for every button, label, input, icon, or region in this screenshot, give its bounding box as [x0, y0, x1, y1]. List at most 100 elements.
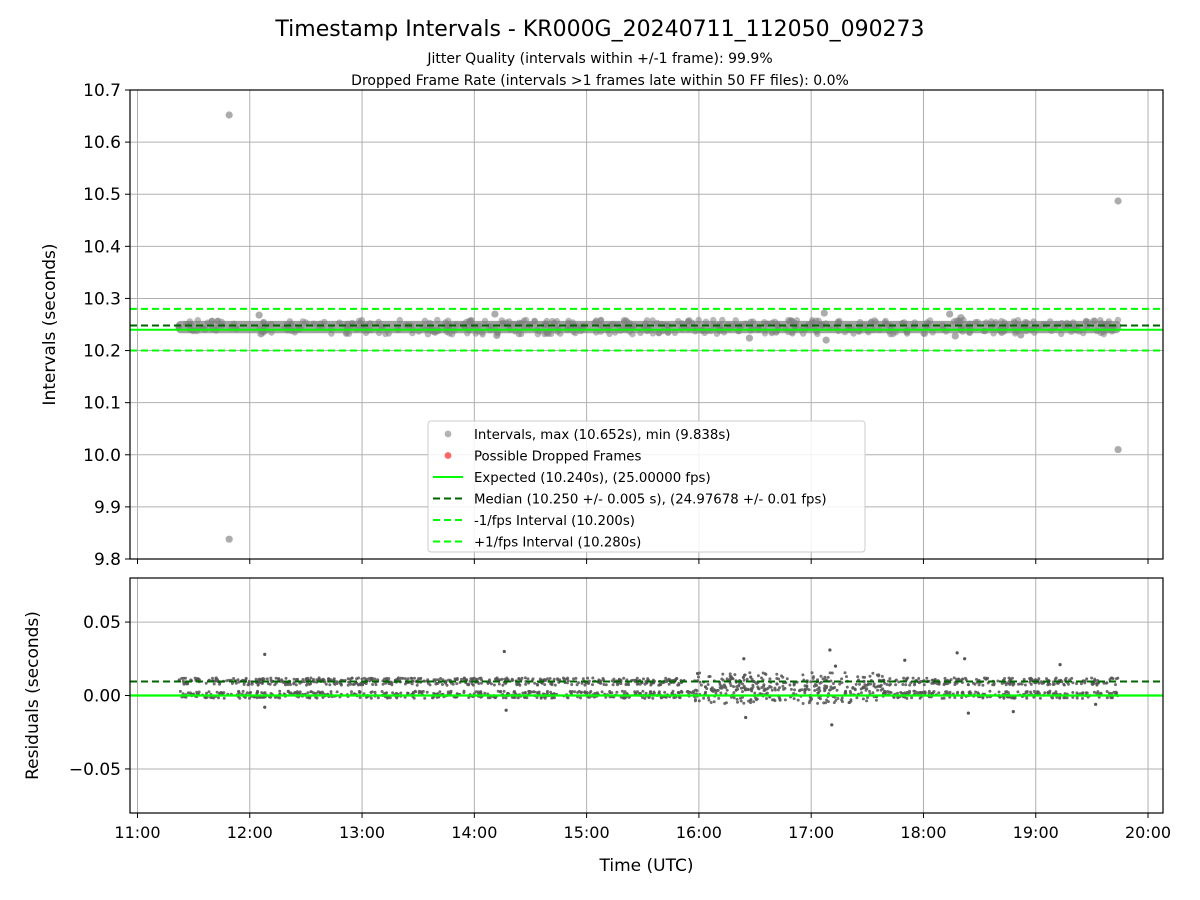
- residual-point: [1022, 677, 1026, 681]
- residual-point: [783, 698, 787, 702]
- residual-point: [838, 682, 842, 686]
- residual-point: [697, 699, 701, 703]
- residual-outlier-point: [963, 657, 967, 661]
- interval-outlier-point: [225, 111, 233, 119]
- interval-point: [328, 330, 335, 337]
- residual-point: [865, 699, 869, 703]
- residual-point: [831, 682, 835, 685]
- residual-point: [492, 683, 496, 687]
- residual-point: [579, 696, 582, 700]
- residual-point: [703, 685, 707, 689]
- residual-point: [180, 676, 184, 680]
- residual-point: [953, 696, 957, 699]
- residual-point: [328, 683, 332, 687]
- residual-point: [702, 696, 706, 700]
- residual-point: [996, 679, 1000, 683]
- residual-point: [363, 676, 366, 680]
- residual-point: [721, 678, 725, 682]
- residual-point: [642, 677, 645, 681]
- interval-outlier-point: [951, 332, 959, 340]
- residual-point: [523, 676, 527, 680]
- interval-point: [710, 316, 717, 324]
- residual-point: [817, 686, 821, 690]
- interval-point: [553, 317, 561, 325]
- residual-point: [719, 691, 723, 695]
- residual-point: [749, 675, 753, 679]
- residual-point: [728, 672, 732, 676]
- residual-point: [615, 690, 619, 694]
- residual-point: [396, 677, 400, 681]
- interval-point: [434, 316, 441, 324]
- interval-point: [921, 330, 929, 337]
- legend-entry-label: -1/fps Interval (10.200s): [474, 514, 635, 529]
- residual-point: [298, 681, 302, 685]
- residual-point: [620, 689, 624, 693]
- residual-point: [426, 678, 430, 682]
- residual-point: [744, 688, 747, 692]
- residual-point: [770, 688, 774, 692]
- residual-point: [474, 677, 478, 681]
- residual-point: [843, 691, 847, 695]
- residual-point: [510, 677, 514, 681]
- residual-point: [1052, 682, 1056, 686]
- residual-outlier-point: [828, 648, 832, 652]
- residual-point: [716, 688, 720, 692]
- residual-point: [1029, 690, 1032, 694]
- residual-point: [988, 689, 992, 693]
- residual-point: [712, 700, 716, 704]
- residual-point: [573, 690, 577, 694]
- residual-point: [186, 691, 190, 695]
- residual-point: [501, 683, 505, 687]
- residual-point: [309, 690, 313, 694]
- residual-point: [840, 696, 844, 700]
- residual-point: [709, 688, 713, 692]
- residual-point: [732, 691, 736, 695]
- residual-point: [383, 677, 386, 681]
- residual-point: [835, 688, 839, 692]
- residual-point: [211, 676, 214, 680]
- residual-point: [581, 677, 585, 681]
- residual-point: [255, 691, 259, 695]
- interval-outlier-point: [493, 331, 501, 340]
- residual-point: [468, 679, 472, 683]
- residual-point: [783, 686, 787, 690]
- residual-point: [1085, 677, 1089, 681]
- residual-point: [997, 690, 1001, 694]
- residual-point: [373, 677, 377, 681]
- residual-point: [258, 678, 262, 682]
- residual-point: [204, 681, 208, 685]
- residual-point: [815, 688, 819, 692]
- residual-point: [750, 689, 754, 693]
- residual-point: [455, 677, 459, 680]
- residual-point: [1105, 681, 1109, 685]
- residual-point: [478, 691, 482, 695]
- residual-point: [869, 682, 873, 686]
- interval-point: [541, 330, 548, 338]
- residual-point: [215, 690, 219, 694]
- residual-point: [845, 685, 849, 689]
- residual-point: [520, 676, 524, 680]
- residual-point: [380, 690, 384, 693]
- residual-point: [1067, 682, 1070, 686]
- interval-point: [732, 317, 739, 324]
- residual-point: [455, 682, 459, 686]
- interval-point: [522, 316, 530, 324]
- residual-point: [1038, 696, 1042, 700]
- interval-outlier-point: [822, 336, 830, 344]
- residual-point: [724, 686, 728, 690]
- residual-point: [851, 686, 855, 690]
- residual-point: [552, 696, 556, 700]
- residual-point: [574, 676, 578, 680]
- residual-point: [923, 690, 927, 694]
- residuals-reference-lines: [130, 680, 1163, 697]
- residual-point: [248, 696, 251, 700]
- residual-point: [195, 690, 199, 694]
- residual-point: [1032, 690, 1036, 693]
- interval-point: [1091, 317, 1098, 324]
- residual-point: [643, 696, 647, 700]
- residual-outlier-point: [263, 652, 267, 656]
- interval-point: [355, 317, 363, 324]
- interval-point: [649, 317, 656, 324]
- residual-point: [1081, 691, 1085, 695]
- interval-point: [719, 316, 726, 324]
